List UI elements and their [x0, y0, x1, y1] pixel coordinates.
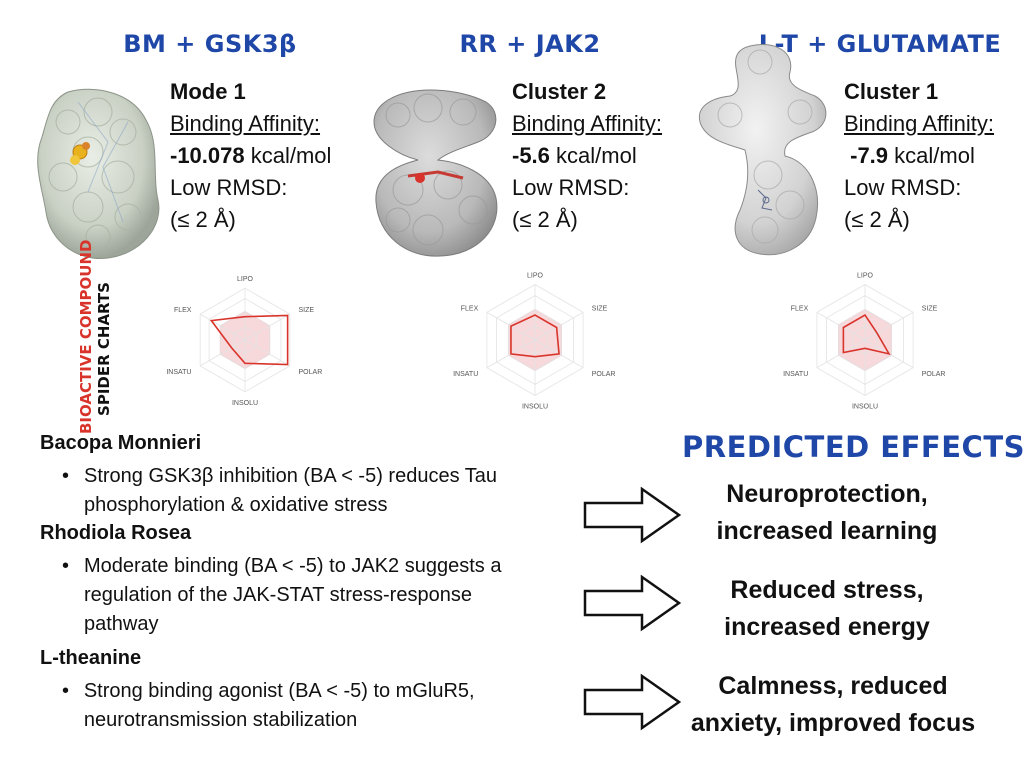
- compound-bullet-bacopa: • Strong GSK3β inhibition (BA < -5) redu…: [40, 462, 560, 520]
- mode-label: Cluster 1: [844, 79, 939, 104]
- spider-axis-label-polar: POLAR: [299, 369, 323, 376]
- arrow-right-icon: [583, 673, 682, 731]
- spider-spoke: [199, 313, 246, 341]
- spider-spoke: [864, 311, 914, 341]
- spider-spoke: [816, 339, 866, 369]
- spider-axis-label-size: SIZE: [592, 305, 608, 312]
- spider-axis-label-insolu: INSOLU: [232, 400, 258, 407]
- bullet-dot: •: [62, 555, 70, 577]
- spider-data-polygon: [842, 313, 891, 356]
- compound-bullet-ltheanine: • Strong binding agonist (BA < -5) to mG…: [40, 677, 560, 735]
- spider-axis-label-insatu: INSATU: [453, 371, 478, 378]
- spider-axis-label-insolu: INSOLU: [522, 404, 548, 411]
- spider-axis-label-insatu: INSATU: [783, 371, 808, 378]
- spider-data-polygon: [510, 314, 560, 358]
- spider-axis-label-size: SIZE: [299, 307, 315, 314]
- arrow-right-icon: [583, 486, 682, 544]
- effect-line2: increased learning: [716, 517, 938, 545]
- affinity-unit: kcal/mol: [888, 143, 975, 168]
- affinity-unit: kcal/mol: [244, 143, 332, 168]
- spider-chart-bm: LIPO SIZE POLAR INSOLU INSATU FLEX: [166, 276, 323, 407]
- binding-affinity-value: -7.9 kcal/mol: [844, 140, 994, 172]
- binding-affinity-label: Binding Affinity:: [170, 111, 321, 136]
- binding-affinity-value: -10.078 kcal/mol: [170, 140, 331, 172]
- spider-axis-label-insatu: INSATU: [166, 369, 191, 376]
- info-block-bm: Mode 1 Binding Affinity: -10.078 kcal/mo…: [170, 76, 331, 236]
- rmsd-value: (≤ 2 Å): [512, 207, 578, 232]
- spider-axis-label-flex: FLEX: [174, 307, 192, 314]
- compound-name-rhodiola: Rhodiola Rosea: [40, 522, 192, 544]
- binding-affinity-label: Binding Affinity:: [512, 111, 663, 136]
- spider-axis-label-lipo: LIPO: [527, 273, 544, 280]
- affinity-unit: kcal/mol: [549, 143, 637, 168]
- effect-neuroprotection: Neuroprotection, increased learning: [672, 476, 982, 550]
- spider-charts-side-label: BIOACTIVE COMPOUND SPIDER CHARTS: [77, 239, 117, 435]
- spider-data-polygon: [209, 314, 289, 366]
- effect-line1: Reduced stress,: [730, 576, 924, 604]
- predicted-effects-title: PREDICTED EFFECTS: [682, 430, 1025, 464]
- rmsd-label: Low RMSD:: [512, 175, 630, 200]
- rmsd-label: Low RMSD:: [844, 175, 962, 200]
- mode-label: Mode 1: [170, 79, 246, 104]
- effect-reduced-stress: Reduced stress, increased energy: [672, 572, 982, 646]
- spider-chart-lt: LIPO SIZE POLAR INSOLU INSATU FLEX: [783, 273, 946, 411]
- spider-spoke: [199, 339, 246, 367]
- binding-affinity-value: -5.6 kcal/mol: [512, 140, 662, 172]
- spider-axis-label-polar: POLAR: [592, 371, 616, 378]
- bullet-dot: •: [62, 465, 70, 487]
- affinity-number: -5.6: [512, 143, 550, 168]
- bullet-text: Strong GSK3β inhibition (BA < -5) reduce…: [84, 465, 498, 516]
- spider-axis-label-polar: POLAR: [922, 371, 946, 378]
- spider-spoke: [244, 339, 291, 367]
- spider-spoke: [816, 311, 866, 341]
- compound-bullet-rhodiola: • Moderate binding (BA < -5) to JAK2 sug…: [40, 552, 560, 639]
- spider-spoke: [244, 313, 291, 341]
- effect-calmness: Calmness, reduced anxiety, improved focu…: [668, 668, 998, 742]
- spider-chart-rr: LIPO SIZE POLAR INSOLU INSATU FLEX: [453, 273, 616, 411]
- compound-name-bacopa: Bacopa Monnieri: [40, 432, 202, 454]
- bullet-text: Moderate binding (BA < -5) to JAK2 sugge…: [84, 555, 502, 635]
- spider-axis-label-lipo: LIPO: [857, 273, 874, 280]
- bullet-text: Strong binding agonist (BA < -5) to mGlu…: [83, 680, 475, 731]
- spider-axis-label-flex: FLEX: [791, 305, 809, 312]
- column-title-rr: RR + JAK2: [459, 30, 601, 58]
- effect-line2: increased energy: [724, 613, 930, 641]
- protein-structure-image-jak2: [373, 89, 498, 257]
- arrow-right-icon: [583, 574, 682, 632]
- bullet-dot: •: [62, 680, 70, 702]
- rmsd-value: (≤ 2 Å): [170, 207, 236, 232]
- column-title-bm: BM + GSK3β: [123, 30, 297, 58]
- spider-axis-label-flex: FLEX: [461, 305, 479, 312]
- rmsd-label: Low RMSD:: [170, 175, 288, 200]
- mode-label: Cluster 2: [512, 79, 607, 104]
- side-label-line2: SPIDER CHARTS: [95, 282, 113, 416]
- rmsd-value: (≤ 2 Å): [844, 207, 910, 232]
- info-block-lt: Cluster 1 Binding Affinity: -7.9 kcal/mo…: [844, 76, 994, 236]
- compound-list: Bacopa Monnieri • Strong GSK3β inhibitio…: [40, 432, 560, 735]
- affinity-number: -10.078: [170, 143, 245, 168]
- effect-line1: Neuroprotection,: [726, 480, 928, 508]
- affinity-number: -7.9: [850, 143, 889, 168]
- column-title-lt: L-T + GLUTAMATE: [758, 30, 1002, 58]
- compound-name-ltheanine: L-theanine: [40, 647, 142, 669]
- spider-axis-label-lipo: LIPO: [237, 276, 254, 283]
- spider-spoke: [534, 311, 584, 341]
- protein-structure-image-gsk3b: [37, 88, 160, 259]
- info-block-rr: Cluster 2 Binding Affinity: -5.6 kcal/mo…: [512, 76, 662, 236]
- spider-axis-label-insolu: INSOLU: [852, 404, 878, 411]
- binding-affinity-label: Binding Affinity:: [844, 111, 995, 136]
- protein-structure-image-glutamate: [698, 44, 827, 256]
- side-label-line1: BIOACTIVE COMPOUND: [77, 239, 95, 435]
- spider-axis-label-size: SIZE: [922, 305, 938, 312]
- effect-line1: Calmness, reduced: [718, 672, 948, 700]
- effect-line2: anxiety, improved focus: [690, 709, 976, 737]
